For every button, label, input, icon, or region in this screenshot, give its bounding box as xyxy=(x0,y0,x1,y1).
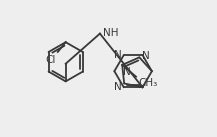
Text: N: N xyxy=(114,50,122,60)
Text: CH₃: CH₃ xyxy=(138,78,157,88)
Text: NH: NH xyxy=(103,28,118,38)
Text: N: N xyxy=(142,51,150,61)
Text: N: N xyxy=(123,67,131,77)
Text: Cl: Cl xyxy=(45,55,56,65)
Text: N: N xyxy=(114,82,122,92)
